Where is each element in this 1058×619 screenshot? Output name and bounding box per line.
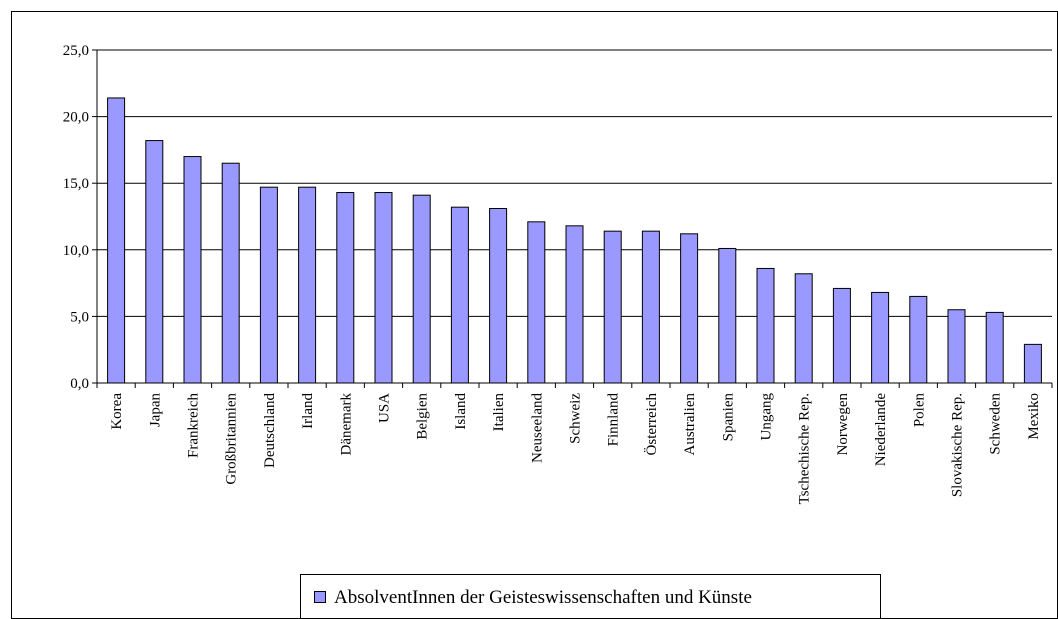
x-tick-label: Dänemark xyxy=(338,393,354,456)
x-tick-label: Tschechische Rep. xyxy=(797,393,813,504)
x-tick-label: Schweden xyxy=(988,393,1004,455)
bar xyxy=(794,273,813,384)
bar xyxy=(412,194,431,384)
x-tick-label: Neuseeland xyxy=(529,393,545,463)
bar xyxy=(985,311,1004,384)
bar xyxy=(909,295,928,384)
x-tick-label: Österreich xyxy=(643,393,660,456)
y-tick-label: 15,0 xyxy=(63,176,89,192)
x-tick-label: Island xyxy=(453,393,469,430)
bar xyxy=(947,309,966,384)
y-tick-label: 25,0 xyxy=(63,43,89,59)
x-tick-label: Belgien xyxy=(415,393,431,440)
x-tick-label: Finnland xyxy=(606,393,622,447)
x-tick-label: Irland xyxy=(300,393,316,429)
x-tick-label: Australien xyxy=(682,393,698,456)
y-tick-label: 0,0 xyxy=(70,376,89,392)
y-tick-label: 10,0 xyxy=(63,243,89,259)
x-tick-label: Großbritannien xyxy=(224,393,240,485)
bar xyxy=(565,225,584,384)
bar xyxy=(107,97,126,384)
x-tick-label: Frankreich xyxy=(186,393,202,458)
x-tick-label: Slovakische Rep. xyxy=(950,393,966,497)
bar xyxy=(603,230,622,384)
legend-swatch xyxy=(314,591,326,603)
x-tick-label: USA xyxy=(377,393,393,423)
x-tick-label: Polen xyxy=(911,393,927,428)
bar xyxy=(756,267,775,384)
bar xyxy=(259,186,278,384)
legend-box xyxy=(300,574,881,619)
x-tick-label: Italien xyxy=(491,393,507,432)
x-tick-label: Japan xyxy=(147,393,163,428)
bar xyxy=(221,162,240,384)
bar xyxy=(871,291,890,384)
bar xyxy=(336,192,355,384)
y-tick-label: 20,0 xyxy=(63,110,89,126)
bar xyxy=(374,192,393,384)
bar xyxy=(183,156,202,384)
bar xyxy=(718,247,737,384)
x-tick-label: Spanien xyxy=(720,393,736,442)
bar xyxy=(489,208,508,384)
x-tick-label: Deutschland xyxy=(262,393,278,468)
x-tick-label: Niederlande xyxy=(873,393,889,467)
bar xyxy=(450,206,469,384)
bar xyxy=(680,233,699,384)
legend-label: AbsolventInnen der Geisteswissenschaften… xyxy=(334,587,752,608)
bar xyxy=(832,287,851,384)
x-tick-label: Schweiz xyxy=(568,393,584,444)
x-tick-label: Korea xyxy=(109,393,125,430)
bar xyxy=(527,221,546,384)
x-tick-label: Ungang xyxy=(759,393,775,441)
bar xyxy=(145,140,164,384)
bar xyxy=(298,186,317,384)
bar xyxy=(641,230,660,384)
bar xyxy=(1023,343,1042,384)
x-tick-label: Mexiko xyxy=(1026,393,1042,440)
x-tick-label: Norwegen xyxy=(835,393,851,456)
y-tick-label: 5,0 xyxy=(70,309,89,325)
